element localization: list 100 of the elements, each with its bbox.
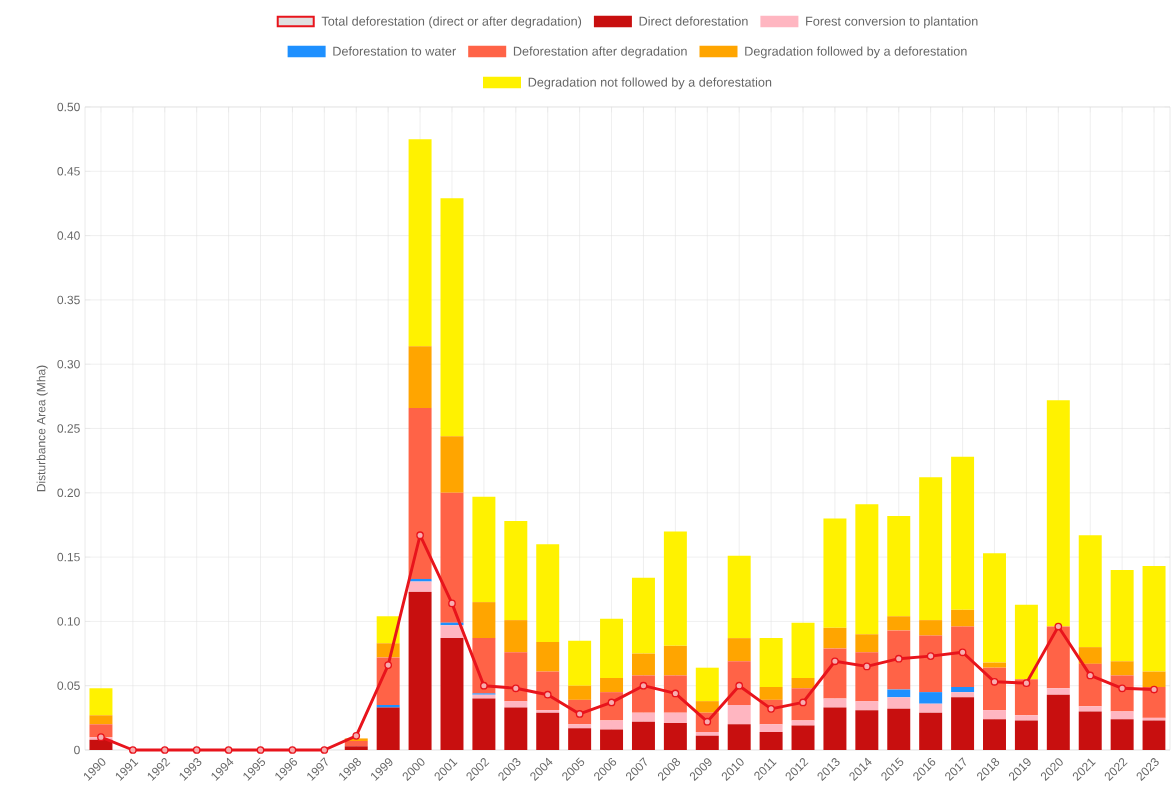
bar [568,728,592,750]
bar [1110,661,1134,676]
bar [472,602,496,639]
bar [536,712,560,750]
bar [504,701,528,708]
bar [887,708,911,750]
bar [568,640,592,686]
point [352,731,361,740]
bar [823,648,847,699]
point [384,661,393,669]
bar [887,515,911,617]
bar [89,724,113,738]
point [1150,685,1158,694]
bar [727,704,751,725]
bar [440,638,464,750]
bar [1014,679,1038,716]
bar [855,701,879,711]
y-tick-label: 0.45 [57,167,80,176]
bar [1142,720,1166,750]
y-tick-label: 0.40 [57,231,80,240]
bar [1078,647,1102,664]
bar [951,456,975,610]
bar [568,724,592,729]
bar [951,609,975,627]
y-axis-title: Disturbance Area (Mha) [36,365,48,492]
point [926,652,935,660]
bar [855,652,879,702]
bar [759,638,783,687]
point [862,662,871,671]
y-tick-label: 0.10 [57,617,80,626]
point [831,657,839,666]
bar [727,724,751,750]
bar [504,521,528,621]
bar [1078,706,1102,712]
bar [89,688,113,716]
bar [408,581,432,592]
point [639,681,648,690]
y-tick-label: 0.25 [57,424,80,433]
bar [663,645,687,676]
bar [440,625,464,639]
bar [919,635,943,693]
bar [1014,720,1038,750]
point [894,654,903,663]
bar [983,667,1006,711]
bar [1014,604,1038,680]
point [1054,622,1063,631]
bar [472,496,496,603]
bar [1014,715,1038,721]
bar [887,689,911,698]
point [97,733,105,742]
point [224,746,233,754]
bar [408,578,432,582]
bar [823,707,847,750]
bar [791,725,815,750]
bar [344,741,368,747]
bar [600,729,624,750]
bar [408,346,432,408]
bar [600,618,624,678]
bar [919,712,943,750]
bar [791,622,815,678]
bar [536,544,560,642]
bar [951,686,975,693]
bar [855,504,879,635]
point [129,746,137,754]
point [416,531,424,540]
bar [600,677,624,693]
point [1118,684,1127,693]
bar [951,697,975,750]
bar [1046,626,1070,689]
bar [504,707,528,750]
bar [919,703,943,713]
bar [408,139,432,347]
bar [951,692,975,698]
legend-label: Total deforestation (direct or after degradation) [321,16,582,29]
bar [1078,535,1102,648]
point [480,681,488,690]
bar [568,685,592,700]
point [448,599,456,608]
bar [663,531,687,646]
bar [536,641,560,672]
bar [1046,694,1070,750]
point [160,746,169,754]
bar [695,667,719,702]
bar [983,710,1006,720]
bar [631,712,655,722]
bar [695,732,719,736]
bar [663,712,687,723]
y-tick-label: 0.50 [57,102,80,112]
bar [1110,711,1134,720]
legend-label: Forest conversion to plantation [806,16,978,29]
legend-label: Direct deforestation [639,16,748,26]
bar [631,721,655,750]
bar [376,707,400,750]
y-tick-label: 0.30 [57,359,80,369]
point [511,684,520,693]
bar [983,553,1006,663]
y-tick-label: 0.15 [57,552,80,562]
point [1086,671,1095,680]
bar [631,577,655,654]
bar [1110,719,1134,750]
